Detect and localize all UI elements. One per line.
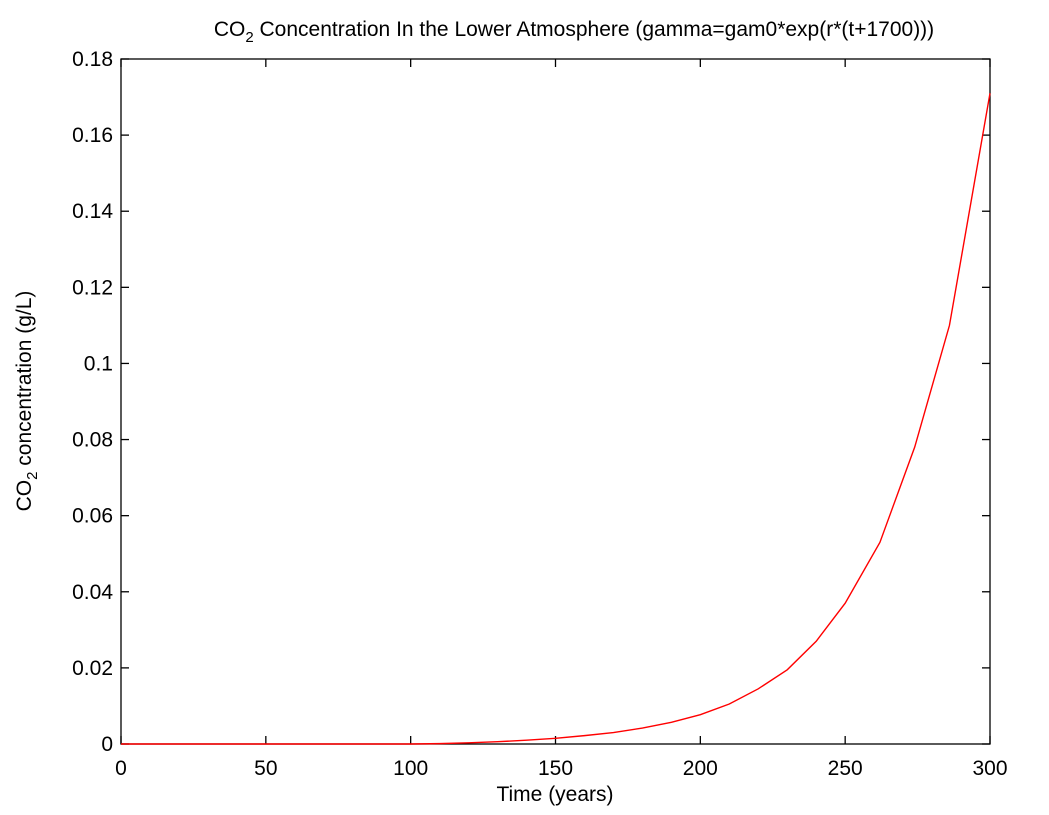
y-axis: 0 0.02 0.04 0.06 0.08 0.1 0.12 0.14 0.16 0.18 [72,48,990,756]
x-tick-label: 150 [538,757,573,780]
y-tick-label: 0.18 [72,48,113,71]
y-tick-label: 0 [101,733,113,756]
x-tick-label: 300 [972,757,1007,780]
y-axis-label: CO2 concentration (g/L) [13,291,41,512]
y-tick-label: 0.04 [72,581,113,604]
y-tick-label: 0.1 [84,352,113,375]
x-axis-label: Time (years) [496,783,613,806]
y-tick-label: 0.02 [72,657,113,680]
x-tick-label: 100 [393,757,428,780]
y-tick-label: 0.16 [72,124,113,147]
y-tick-label: 0.06 [72,505,113,528]
y-tick-label: 0.12 [72,276,113,299]
series-line [121,93,991,745]
x-axis: 0 50 100 150 200 250 300 [115,59,1008,780]
y-tick-label: 0.14 [72,200,113,223]
y-tick-label: 0.08 [72,429,113,452]
x-tick-label: 200 [683,757,718,780]
x-tick-label: 0 [115,757,127,780]
x-tick-label: 250 [828,757,863,780]
x-tick-label: 50 [254,757,277,780]
chart-title: CO2 Concentration In the Lower Atmospher… [214,18,934,46]
series-layer [121,93,991,745]
